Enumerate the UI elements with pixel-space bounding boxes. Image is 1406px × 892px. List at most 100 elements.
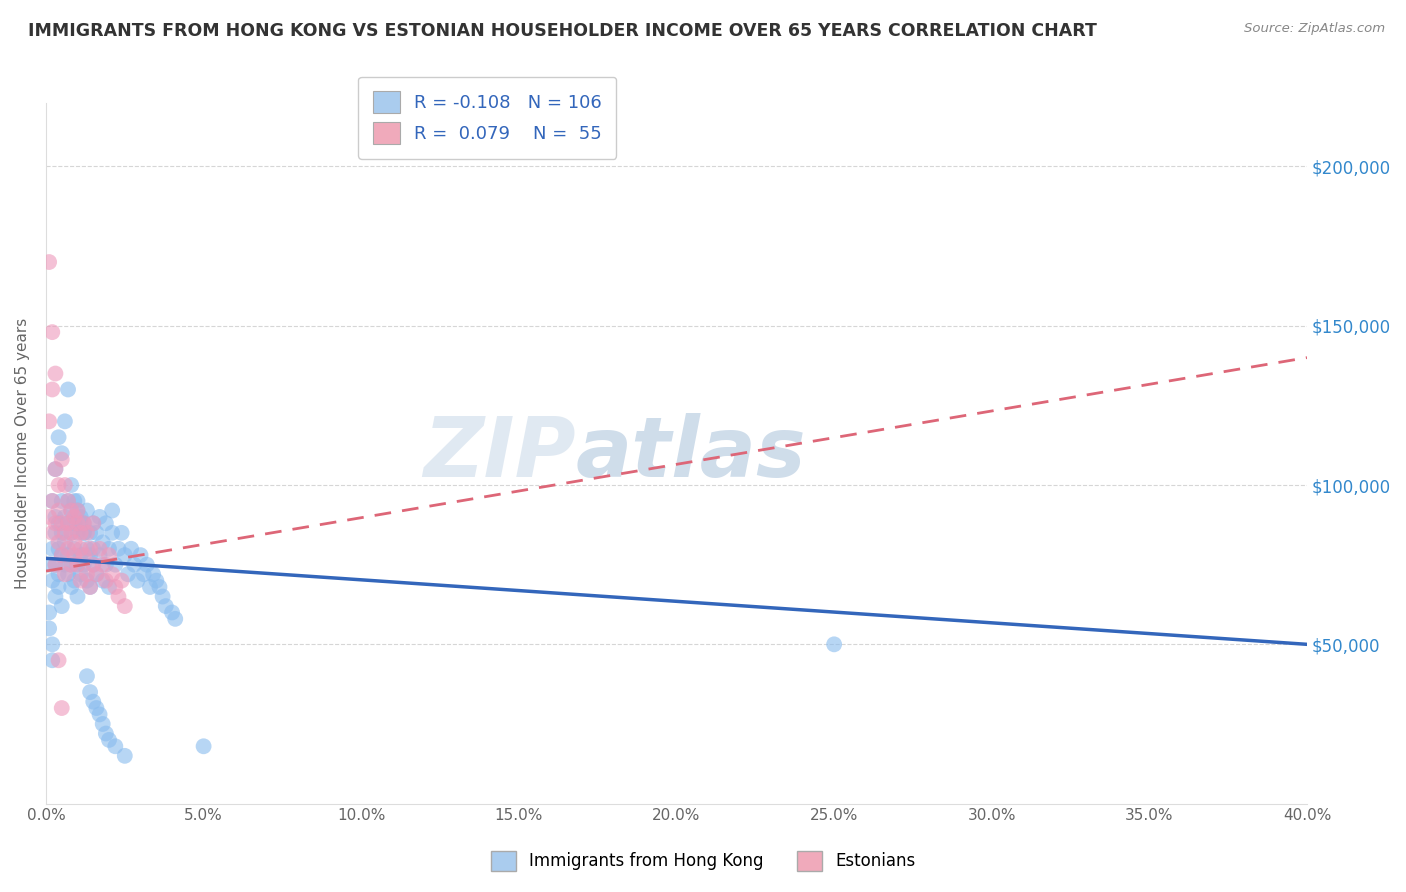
Point xyxy=(76,669,98,683)
Point xyxy=(91,717,114,731)
Point xyxy=(51,548,73,562)
Point xyxy=(66,503,89,517)
Text: ZIP: ZIP xyxy=(423,413,575,493)
Point xyxy=(94,558,117,572)
Point xyxy=(48,580,70,594)
Point xyxy=(139,580,162,594)
Point xyxy=(114,599,136,613)
Point xyxy=(79,525,101,540)
Point xyxy=(122,558,145,572)
Point xyxy=(56,494,79,508)
Point xyxy=(117,567,139,582)
Point xyxy=(41,325,63,339)
Point xyxy=(63,548,86,562)
Point xyxy=(101,567,124,582)
Point xyxy=(41,653,63,667)
Point xyxy=(101,503,124,517)
Point xyxy=(63,494,86,508)
Point xyxy=(63,541,86,556)
Point xyxy=(104,739,127,754)
Point xyxy=(53,558,76,572)
Point xyxy=(63,509,86,524)
Point xyxy=(76,574,98,588)
Legend: R = -0.108   N = 106, R =  0.079    N =  55: R = -0.108 N = 106, R = 0.079 N = 55 xyxy=(359,77,616,159)
Point xyxy=(56,516,79,531)
Point xyxy=(86,701,108,715)
Point xyxy=(127,574,149,588)
Point xyxy=(69,574,91,588)
Point xyxy=(82,558,104,572)
Point xyxy=(94,516,117,531)
Point xyxy=(69,548,91,562)
Point xyxy=(111,525,134,540)
Point xyxy=(53,535,76,549)
Point xyxy=(48,535,70,549)
Point xyxy=(51,599,73,613)
Point xyxy=(104,580,127,594)
Point xyxy=(114,748,136,763)
Point xyxy=(53,525,76,540)
Point xyxy=(82,541,104,556)
Point xyxy=(60,580,83,594)
Point xyxy=(73,516,96,531)
Point xyxy=(76,503,98,517)
Point xyxy=(56,516,79,531)
Point xyxy=(48,478,70,492)
Point xyxy=(48,653,70,667)
Point xyxy=(56,541,79,556)
Point xyxy=(98,548,121,562)
Point xyxy=(98,580,121,594)
Point xyxy=(51,452,73,467)
Point xyxy=(66,516,89,531)
Point xyxy=(44,558,66,572)
Point xyxy=(56,494,79,508)
Point xyxy=(73,525,96,540)
Point xyxy=(48,541,70,556)
Point xyxy=(51,525,73,540)
Point xyxy=(48,516,70,531)
Point xyxy=(41,494,63,508)
Point xyxy=(44,509,66,524)
Point xyxy=(79,580,101,594)
Point xyxy=(142,567,165,582)
Point xyxy=(73,558,96,572)
Point xyxy=(53,478,76,492)
Point xyxy=(41,494,63,508)
Point xyxy=(98,732,121,747)
Point xyxy=(101,525,124,540)
Point xyxy=(79,541,101,556)
Point xyxy=(69,567,91,582)
Point xyxy=(104,558,127,572)
Point xyxy=(51,548,73,562)
Point xyxy=(86,525,108,540)
Point xyxy=(38,558,60,572)
Point xyxy=(76,541,98,556)
Point xyxy=(44,525,66,540)
Point xyxy=(69,525,91,540)
Point xyxy=(107,541,129,556)
Point xyxy=(120,541,142,556)
Point xyxy=(94,726,117,740)
Point xyxy=(82,558,104,572)
Text: Source: ZipAtlas.com: Source: ZipAtlas.com xyxy=(1244,22,1385,36)
Point xyxy=(38,414,60,428)
Point xyxy=(63,535,86,549)
Point xyxy=(82,516,104,531)
Point xyxy=(60,503,83,517)
Point xyxy=(66,558,89,572)
Point xyxy=(48,567,70,582)
Point xyxy=(129,548,152,562)
Point xyxy=(73,548,96,562)
Point xyxy=(41,541,63,556)
Point xyxy=(89,548,111,562)
Point xyxy=(79,548,101,562)
Point xyxy=(44,558,66,572)
Point xyxy=(48,503,70,517)
Point xyxy=(60,478,83,492)
Point xyxy=(56,548,79,562)
Point xyxy=(823,637,845,651)
Point xyxy=(98,541,121,556)
Point xyxy=(69,509,91,524)
Point xyxy=(44,590,66,604)
Point xyxy=(91,574,114,588)
